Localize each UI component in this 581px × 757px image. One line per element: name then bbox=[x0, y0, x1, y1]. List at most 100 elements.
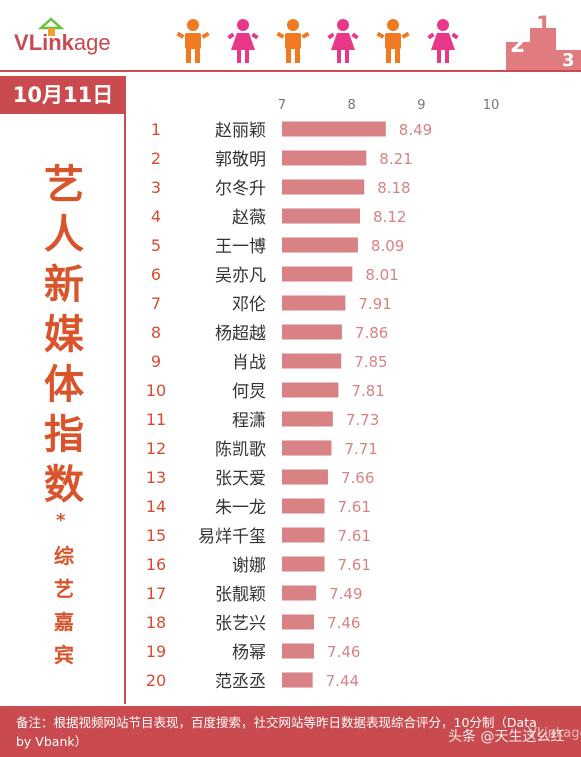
rank-label: 20 bbox=[146, 671, 166, 690]
value-label: 7.91 bbox=[358, 295, 391, 313]
side-title-char: 新 bbox=[44, 262, 84, 308]
name-label: 郭敬明 bbox=[215, 150, 266, 170]
rank-label: 14 bbox=[146, 497, 166, 516]
name-label: 张天爱 bbox=[215, 469, 266, 489]
score-bar bbox=[282, 556, 325, 572]
value-label: 7.85 bbox=[354, 353, 387, 371]
score-bar bbox=[282, 469, 328, 485]
value-label: 7.81 bbox=[351, 382, 384, 400]
footer-note: 备注：根据视频网站节目表现，百度搜索，社交网站等昨日数据表现综合评分，10分制（… bbox=[16, 715, 537, 749]
value-label: 8.49 bbox=[399, 121, 432, 139]
score-bar bbox=[282, 237, 358, 253]
score-bar bbox=[282, 643, 315, 659]
score-bar bbox=[282, 382, 339, 398]
figures-row bbox=[176, 18, 466, 66]
side-title-char: 数 bbox=[44, 462, 84, 508]
name-label: 朱一龙 bbox=[215, 498, 266, 518]
value-label: 7.71 bbox=[344, 440, 377, 458]
rank-label: 12 bbox=[146, 439, 166, 458]
score-bar bbox=[282, 527, 325, 543]
logo-v: V bbox=[14, 30, 29, 55]
name-label: 张艺兴 bbox=[215, 614, 266, 634]
score-bar bbox=[282, 411, 333, 427]
value-label: 8.18 bbox=[377, 179, 410, 197]
score-bar bbox=[282, 295, 346, 311]
rank-label: 8 bbox=[151, 323, 161, 342]
podium-number-2: 2 bbox=[510, 33, 525, 58]
person-icon-male bbox=[176, 19, 210, 63]
score-bar bbox=[282, 672, 313, 688]
person-icon-male bbox=[276, 19, 310, 63]
score-bar bbox=[282, 266, 353, 282]
name-label: 程潇 bbox=[232, 411, 266, 431]
value-label: 7.61 bbox=[337, 527, 370, 545]
score-bar bbox=[282, 121, 386, 137]
side-subtitle: 综艺嘉宾 bbox=[46, 540, 82, 672]
value-label: 7.46 bbox=[327, 614, 360, 632]
x-tick-label: 8 bbox=[348, 98, 356, 113]
value-label: 7.49 bbox=[329, 585, 362, 603]
side-subtitle-char: 嘉 bbox=[54, 610, 74, 634]
name-label: 肖战 bbox=[232, 353, 266, 373]
value-label: 7.46 bbox=[327, 643, 360, 661]
side-title: 艺人新媒体指数 bbox=[36, 160, 92, 510]
side-title-char: 体 bbox=[44, 362, 84, 408]
rank-label: 18 bbox=[146, 613, 166, 632]
score-bar bbox=[282, 324, 342, 340]
rank-label: 2 bbox=[151, 149, 161, 168]
header-divider bbox=[0, 70, 581, 72]
name-label: 尔冬升 bbox=[215, 179, 266, 199]
ranking-chart: 7 8 9 10 1 赵丽颖 8.49 2 郭敬明 8.21 3 尔冬升 8.18 4 赵薇 8.12 5 王一博… bbox=[146, 98, 500, 692]
value-label: 7.61 bbox=[337, 556, 370, 574]
score-bar bbox=[282, 208, 361, 224]
score-bar bbox=[282, 179, 365, 195]
x-tick-label: 7 bbox=[278, 98, 286, 113]
vlinkage-logo: VLinkage bbox=[14, 17, 111, 56]
rank-label: 5 bbox=[151, 236, 161, 255]
rank-label: 17 bbox=[146, 584, 166, 603]
score-bar bbox=[282, 614, 315, 630]
side-title-char: 指 bbox=[44, 412, 84, 458]
podium-icon: 2 1 3 bbox=[506, 14, 581, 72]
rank-label: 1 bbox=[151, 120, 161, 139]
side-subtitle-char: 综 bbox=[54, 544, 74, 568]
podium-number-1: 1 bbox=[536, 14, 551, 38]
name-label: 吴亦凡 bbox=[215, 266, 266, 286]
name-label: 王一博 bbox=[215, 237, 266, 257]
value-label: 7.66 bbox=[341, 469, 374, 487]
value-label: 8.21 bbox=[379, 150, 412, 168]
value-label: 7.86 bbox=[355, 324, 388, 342]
value-label: 7.61 bbox=[337, 498, 370, 516]
side-title-char: 人 bbox=[44, 212, 84, 258]
rank-label: 6 bbox=[151, 265, 161, 284]
footer-bar bbox=[0, 706, 581, 757]
value-label: 7.73 bbox=[346, 411, 379, 429]
name-label: 陈凯歌 bbox=[215, 440, 266, 460]
rank-label: 7 bbox=[151, 294, 161, 313]
x-tick-label: 9 bbox=[417, 98, 425, 113]
side-title-char: 艺 bbox=[44, 162, 84, 208]
name-label: 何炅 bbox=[232, 382, 266, 402]
score-bar bbox=[282, 585, 317, 601]
name-label: 赵丽颖 bbox=[215, 121, 266, 141]
watermark-text: 头条 @天生这么红 bbox=[448, 729, 565, 745]
watermark-brand: VLinkage bbox=[528, 726, 581, 741]
side-subtitle-char: 宾 bbox=[54, 643, 74, 667]
rank-label: 11 bbox=[146, 410, 166, 429]
rank-label: 16 bbox=[146, 555, 166, 574]
person-icon-female bbox=[427, 19, 459, 63]
x-tick-label: 10 bbox=[483, 98, 500, 113]
name-label: 易烊千玺 bbox=[198, 527, 266, 547]
name-label: 范丞丞 bbox=[215, 672, 266, 692]
side-panel bbox=[0, 114, 126, 704]
person-icon-male bbox=[376, 19, 410, 63]
score-bar bbox=[282, 498, 325, 514]
date-badge: 10月11日 bbox=[0, 76, 126, 114]
rank-label: 10 bbox=[146, 381, 166, 400]
rank-label: 4 bbox=[151, 207, 161, 226]
score-bar bbox=[282, 150, 367, 166]
name-label: 赵薇 bbox=[232, 208, 266, 228]
name-label: 邓伦 bbox=[232, 295, 266, 315]
logo-age: age bbox=[73, 30, 111, 55]
side-title-char: 媒 bbox=[44, 312, 84, 358]
